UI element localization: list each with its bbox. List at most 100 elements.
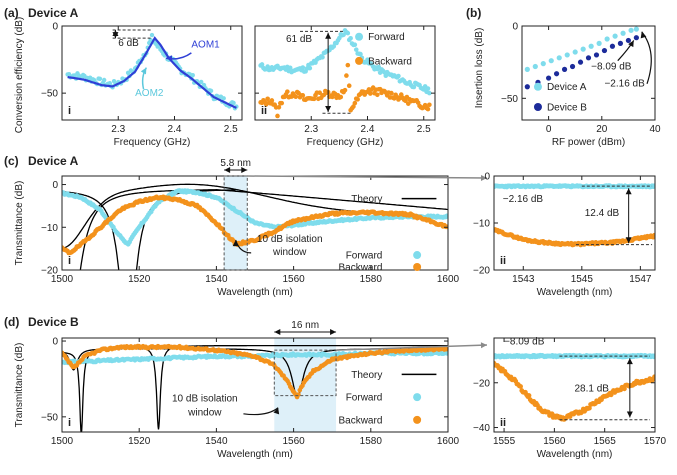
data-point <box>540 61 546 67</box>
annotation-gap: 28.1 dB <box>575 384 610 395</box>
y-tick-label: 0 <box>52 180 58 191</box>
subpanel-label: i <box>68 417 71 429</box>
y-tick-label: 0 <box>512 22 518 33</box>
x-axis-label: RF power (dBm) <box>552 137 625 148</box>
data-point <box>396 73 401 79</box>
y-axis-label: Transmittance (dB) <box>14 181 25 266</box>
data-point <box>221 96 226 101</box>
series-backward <box>62 194 448 256</box>
data-point <box>556 55 562 61</box>
y-tick-label: −50 <box>501 94 518 105</box>
data-point <box>553 71 560 77</box>
data-point <box>317 90 322 96</box>
plot-area <box>524 26 639 90</box>
plot-area <box>258 28 432 119</box>
data-point <box>275 113 280 119</box>
annotation-width: 5.8 nm <box>220 158 251 169</box>
annotation-aom1: AOM1 <box>191 39 220 50</box>
arrow-head <box>480 174 487 181</box>
data-point <box>633 35 639 41</box>
data-point <box>577 59 584 65</box>
x-tick-label: 1500 <box>51 274 74 285</box>
x-tick-label: 1540 <box>205 274 228 285</box>
legend-label: Backward <box>368 56 412 67</box>
data-point <box>586 405 592 411</box>
y-tick-label: −10 <box>473 219 490 230</box>
data-point <box>300 65 306 70</box>
y-axis-label: Conversion efficiency (dB) <box>14 17 25 134</box>
data-point <box>346 83 352 89</box>
annotation-forward: −8.09 dB <box>504 337 545 348</box>
plot-area <box>62 338 448 432</box>
x-tick-label: 2.5 <box>417 124 431 135</box>
arrow-head <box>232 240 239 247</box>
panel-d-i: 1500 1520 1540 1560 1580 1600 0 −50 Wavelength (… <box>14 320 460 460</box>
annotation-aom2: AOM2 <box>135 88 164 99</box>
data-point <box>526 393 532 398</box>
annotation-forward: −2.16 dB <box>503 194 544 205</box>
arrow-device-a <box>641 31 652 85</box>
x-axis-label: Wavelength (nm) <box>217 449 293 460</box>
data-point <box>276 105 282 110</box>
legend-label: Device B <box>547 102 587 113</box>
x-axis-label: Frequency (GHz) <box>114 137 191 148</box>
y-axis-label: Transmittance (dB) <box>14 343 25 428</box>
data-point <box>355 97 360 102</box>
annotation-gap: 6 dB <box>118 38 139 49</box>
data-point <box>427 90 432 96</box>
data-point <box>342 87 348 93</box>
data-point <box>585 55 592 61</box>
x-tick-label: 1520 <box>128 436 151 447</box>
x-tick-label: 1560 <box>282 436 305 447</box>
arrow-head <box>628 40 634 48</box>
data-point <box>190 72 195 78</box>
window-outline <box>223 175 248 271</box>
isolation-window <box>274 338 337 432</box>
data-point <box>353 47 359 52</box>
arrow-head <box>480 342 487 349</box>
legend-label: Theory <box>351 194 382 205</box>
subpanel-label: ii <box>261 105 267 117</box>
panel-title: Device A <box>28 6 79 20</box>
x-tick-label: 1580 <box>360 274 383 285</box>
panel-b: 0 20 40 0 −50 RF power (dBm) Insertion loss (d… <box>474 22 661 149</box>
y-tick-label: 0 <box>484 172 490 183</box>
panel-label: (d) <box>4 315 19 329</box>
data-point <box>411 84 417 90</box>
data-point <box>622 386 627 392</box>
data-point <box>596 40 602 46</box>
arrow-head <box>274 329 281 335</box>
x-tick-label: 2.5 <box>224 124 238 135</box>
arrow-head <box>224 167 231 173</box>
legend-marker <box>355 56 364 65</box>
data-point <box>231 100 236 106</box>
arrow-head <box>625 237 632 244</box>
data-point <box>365 57 370 63</box>
data-point <box>652 232 655 238</box>
annotation-device-b: −8.09 dB <box>591 61 632 72</box>
annotation-window-1: 10 dB isolation <box>172 394 238 405</box>
data-point <box>444 351 448 356</box>
data-point <box>345 62 351 68</box>
data-point <box>97 76 103 81</box>
y-tick-label: −20 <box>473 266 490 277</box>
data-point <box>403 98 408 104</box>
x-tick-label: 1540 <box>205 436 228 447</box>
x-axis-label: Wavelength (nm) <box>537 449 613 460</box>
subpanel-label: i <box>68 255 71 267</box>
y-tick-label: −20 <box>473 378 490 389</box>
data-point <box>625 37 632 44</box>
arrow-head <box>626 358 633 365</box>
data-point <box>368 91 373 96</box>
data-point <box>427 102 432 108</box>
data-point <box>375 92 380 98</box>
x-tick-label: 2.3 <box>304 124 318 135</box>
zoom-connector <box>336 344 488 351</box>
legend-marker <box>355 32 364 41</box>
x-tick-label: 1500 <box>51 436 74 447</box>
arrow-head <box>625 188 632 195</box>
data-point <box>352 42 358 48</box>
x-tick-label: 1545 <box>571 274 594 285</box>
data-point <box>279 100 285 106</box>
